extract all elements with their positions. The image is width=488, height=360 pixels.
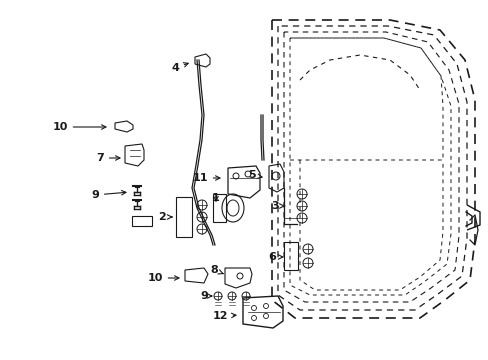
Text: 2: 2 [158,212,172,222]
Text: 9: 9 [91,190,126,200]
Text: 12: 12 [212,311,236,321]
Text: 5: 5 [248,170,262,180]
Text: 11: 11 [192,173,220,183]
Text: 1: 1 [212,193,220,203]
Text: 3: 3 [271,201,284,211]
Text: 6: 6 [267,252,282,262]
Text: 10: 10 [147,273,179,283]
Text: 4: 4 [171,63,188,73]
Text: 7: 7 [96,153,120,163]
Text: 10: 10 [52,122,106,132]
Text: 9: 9 [200,291,211,301]
Text: 8: 8 [210,265,223,275]
